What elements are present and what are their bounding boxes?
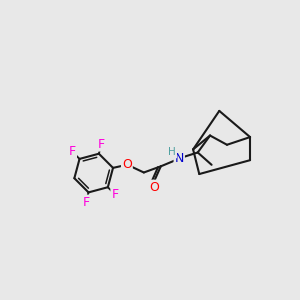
Text: F: F [69,145,76,158]
Text: F: F [111,188,118,201]
Text: H: H [168,148,176,158]
Text: F: F [98,138,105,151]
Text: F: F [82,196,89,208]
Text: O: O [122,158,132,171]
Text: O: O [149,181,159,194]
Text: N: N [175,152,184,165]
